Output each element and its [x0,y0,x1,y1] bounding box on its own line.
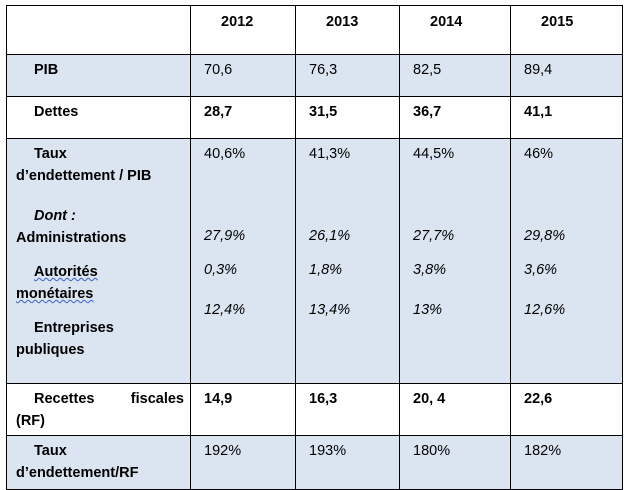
dettes-value: 31,5 [295,96,400,139]
pib-label: PIB [34,62,59,78]
pib-value: 70,6 [190,54,296,97]
taux-rf-label-line1: Taux [34,443,67,459]
entreprises-value: 13% [413,302,443,318]
row-label-cell: PIB [6,54,191,97]
entreprises-label-line1: Entreprises [34,320,114,336]
entreprises-value: 12,6% [524,302,566,318]
recettes-value: 16,3 [295,383,400,436]
year-header: 2012 [190,5,296,55]
dettes-value: 36,7 [399,96,511,139]
year-header: 2013 [295,5,400,55]
table-row-dettes: Dettes 28,7 31,5 36,7 41,1 [6,96,623,139]
administrations-label: Administrations [16,230,127,246]
taux-rf-value: 180% [399,435,511,490]
dettes-value: 41,1 [510,96,623,139]
pib-value: 89,4 [510,54,623,97]
entreprises-value: 13,4% [309,302,351,318]
taux-pib-cell: 44,5% 27,7% 3,8% 13% [399,138,511,384]
autorites-value: 3,6% [524,262,558,278]
recettes-value: 22,6 [510,383,623,436]
recettes-value: 14,9 [190,383,296,436]
header-row: 2012 2013 2014 2015 [6,5,623,55]
entreprises-label-line2: publiques [16,342,85,358]
autorites-value: 0,3% [204,262,238,278]
recettes-label-word1: Recettes [34,391,95,407]
administrations-value: 26,1% [309,228,351,244]
autorites-label-line2: monétaires [16,286,94,302]
year-header: 2015 [510,5,623,55]
entreprises-value: 12,4% [204,302,246,318]
taux-pib-value: 40,6% [204,146,246,162]
dont-label: Dont : [34,208,76,224]
administrations-value: 29,8% [524,228,566,244]
debt-table: 2012 2013 2014 2015 PIB 70,6 76,3 82,5 8… [6,5,623,490]
taux-pib-value: 41,3% [309,146,351,162]
recettes-label-line1: Recettes fiscales [7,388,190,410]
recettes-label-word2: fiscales [130,391,184,407]
autorites-value: 3,8% [413,262,447,278]
recettes-value: 20, 4 [399,383,511,436]
dettes-label: Dettes [34,104,79,120]
row-label-cell: Dettes [6,96,191,139]
row-label-cell: Recettes fiscales (RF) [6,383,191,436]
taux-pib-value: 46% [524,146,554,162]
table-row-recettes-fiscales: Recettes fiscales (RF) 14,9 16,3 20, 4 2… [6,383,623,436]
recettes-label-line2: (RF) [16,413,45,429]
administrations-value: 27,9% [204,228,246,244]
taux-rf-label-line2: d’endettement/RF [16,465,139,481]
administrations-value: 27,7% [413,228,455,244]
dettes-value: 28,7 [190,96,296,139]
taux-pib-value: 44,5% [413,146,455,162]
header-empty-cell [6,5,191,55]
taux-pib-cell: 41,3% 26,1% 1,8% 13,4% [295,138,400,384]
row-label-cell: Taux d’endettement / PIB Dont : Administ… [6,138,191,384]
year-header: 2014 [399,5,511,55]
taux-rf-value: 193% [295,435,400,490]
taux-rf-value: 182% [510,435,623,490]
autorites-value: 1,8% [309,262,343,278]
taux-rf-value: 192% [190,435,296,490]
row-label-cell: Taux d’endettement/RF [6,435,191,490]
taux-pib-cell: 46% 29,8% 3,6% 12,6% [510,138,623,384]
taux-pib-label-line2: d’endettement / PIB [16,168,152,184]
pib-value: 82,5 [399,54,511,97]
taux-pib-cell: 40,6% 27,9% 0,3% 12,4% [190,138,296,384]
taux-pib-label-line1: Taux [34,146,67,162]
table-row-taux-rf: Taux d’endettement/RF 192% 193% 180% 182… [6,435,623,490]
autorites-label-line1: Autorités [34,264,98,280]
pib-value: 76,3 [295,54,400,97]
table-row-taux-pib: Taux d’endettement / PIB Dont : Administ… [6,138,623,384]
table-row-pib: PIB 70,6 76,3 82,5 89,4 [6,54,623,97]
